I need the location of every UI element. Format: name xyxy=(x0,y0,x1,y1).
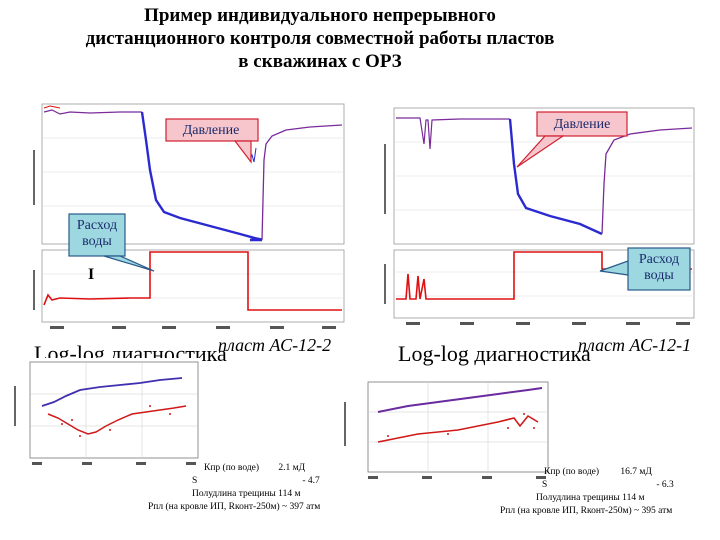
right-water-label-line1: Расход xyxy=(638,252,680,267)
right-plast-label: пласт АС-12-1 xyxy=(578,335,692,355)
left-pressure-callout xyxy=(165,118,259,164)
left-water-label-line1: Расход xyxy=(76,218,118,233)
left-ppl: Рпл (на кровле ИП, Rконт-250м) ~ 397 атм xyxy=(148,502,321,512)
right-params: Кпр (по воде) 16.7 мД S - 6.3 Полудлина … xyxy=(500,466,674,518)
right-ppl: Рпл (на кровле ИП, Rконт-250м) ~ 395 атм xyxy=(500,506,673,516)
left-water-label: Расход воды xyxy=(70,218,124,250)
left-water-label-line2: воды xyxy=(82,234,112,249)
right-k-label: Кпр (по воде) xyxy=(544,467,600,477)
title-line-3: в скважинах с ОРЗ xyxy=(238,51,402,72)
right-loglog-title: Log-log диагностика xyxy=(398,341,591,366)
right-s-value: - 6.3 xyxy=(656,480,674,490)
right-water-label-line2: воды xyxy=(644,268,674,283)
title-line-2: дистанционного контроля совместной работ… xyxy=(85,28,555,49)
left-k-value: 2.1 мД xyxy=(278,463,306,473)
right-water-label: Расход воды xyxy=(630,252,688,284)
right-water-callout xyxy=(599,247,691,291)
title-line-1: Пример индивидуального непрерывного xyxy=(144,5,496,26)
left-s-value: - 4.7 xyxy=(302,476,320,486)
right-k-value: 16.7 мД xyxy=(620,467,652,477)
left-s-label: S xyxy=(192,476,198,486)
left-water-callout xyxy=(68,213,155,272)
right-pressure-label: Давление xyxy=(553,117,611,132)
left-pressure-label: Давление xyxy=(182,123,240,138)
left-params: Кпр (по воде) 2.1 мД S - 4.7 Полудлина т… xyxy=(148,462,320,514)
left-loglog-plot xyxy=(10,358,202,470)
right-pressure-callout xyxy=(516,111,628,168)
left-marker: I xyxy=(88,266,95,283)
right-loglog-plot xyxy=(338,378,552,488)
slide-title: Пример индивидуального непрерывного дист… xyxy=(0,4,640,73)
left-frac-length: Полудлина трещины 114 м xyxy=(192,489,301,499)
right-s-label: S xyxy=(542,480,548,490)
right-pressure-plot xyxy=(380,104,698,330)
right-frac-length: Полудлина трещины 114 м xyxy=(536,493,645,503)
left-plast-label: пласт АС-12-2 xyxy=(218,335,332,355)
left-k-label: Кпр (по воде) xyxy=(204,463,260,473)
